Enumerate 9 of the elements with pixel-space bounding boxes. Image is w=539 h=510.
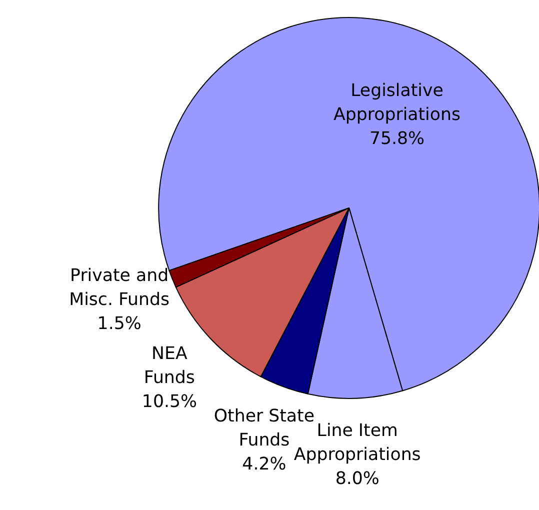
data-label: 10.5%	[142, 392, 197, 412]
data-label: 75.8%	[369, 128, 425, 149]
slice-label: Private and Misc. Funds	[69, 266, 170, 310]
slice-label: Legislative Appropriations	[334, 80, 460, 125]
data-label: 1.5%	[97, 314, 142, 334]
slice-label: NEA Funds	[144, 344, 195, 388]
data-label: 8.0%	[335, 469, 380, 490]
slice-label: Line Item Appropriations	[294, 421, 421, 466]
data-label: 4.2%	[242, 454, 286, 474]
